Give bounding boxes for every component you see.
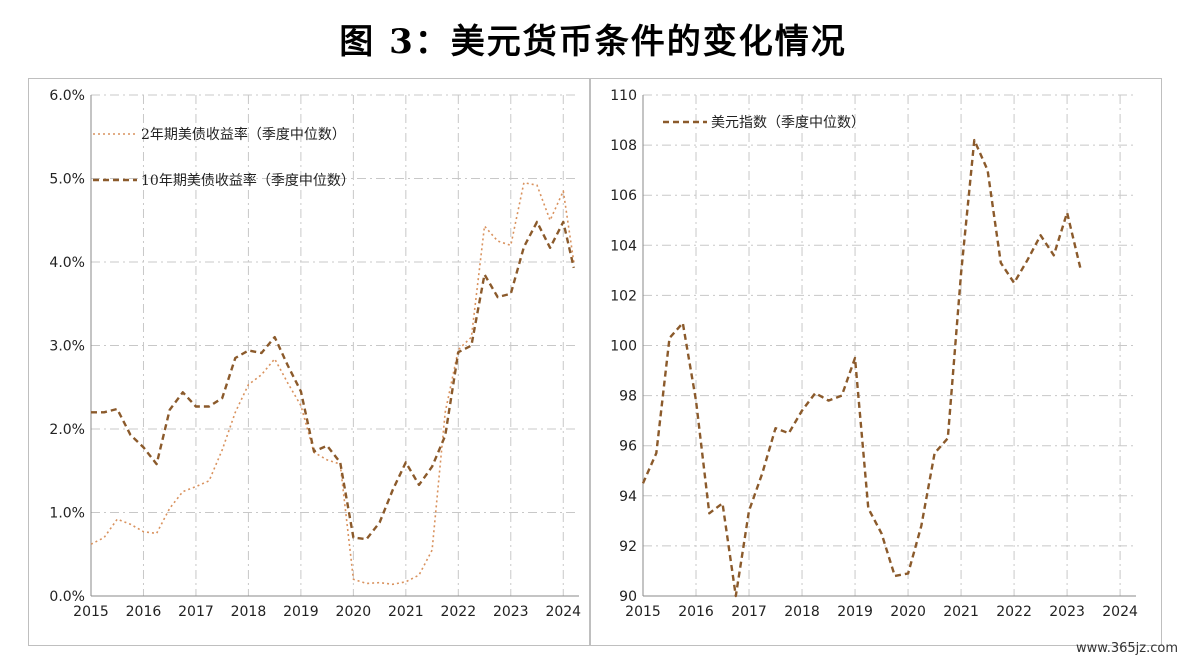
x-tick-label: 2016 xyxy=(678,604,714,620)
x-tick-label: 2024 xyxy=(1102,604,1138,620)
x-tick-label: 2019 xyxy=(283,604,319,620)
x-tick-label: 2018 xyxy=(784,604,820,620)
legend-label: 2年期美债收益率（季度中位数） xyxy=(141,126,346,143)
right-chart-panel: 90 92 94 96 98 100 102 104 106 108 110 2015 2016 2017… xyxy=(590,78,1162,646)
y-tick-label: 6.0% xyxy=(49,88,85,104)
x-tick-label: 2018 xyxy=(231,604,267,620)
y-tick-label: 106 xyxy=(610,188,637,204)
x-tick-label: 2021 xyxy=(943,604,979,620)
y-tick-label: 104 xyxy=(610,238,637,254)
y-tick-label: 100 xyxy=(610,339,637,355)
x-tick-label: 2020 xyxy=(890,604,926,620)
legend-label: 10年期美债收益率（季度中位数） xyxy=(141,172,355,189)
left-chart-panel: 0.0% 1.0% 2.0% 3.0% 4.0% 5.0% 6.0% 2015 2016 2017… xyxy=(28,78,590,646)
x-tick-label: 2023 xyxy=(493,604,529,620)
watermark: www.365jz.com xyxy=(1076,641,1178,656)
dollar-index-chart: 90 92 94 96 98 100 102 104 106 108 110 2015 2016 2017… xyxy=(610,88,1138,620)
y-tick-label: 5.0% xyxy=(49,172,85,188)
y-tick-label: 90 xyxy=(619,589,637,605)
legend-label: 美元指数（季度中位数） xyxy=(711,115,865,131)
y-tick-label: 0.0% xyxy=(49,589,85,605)
y-tick-label: 4.0% xyxy=(49,255,85,271)
series-line-0 xyxy=(90,181,575,586)
x-tick-label: 2015 xyxy=(73,604,109,620)
y-tick-label: 1.0% xyxy=(49,506,85,522)
x-tick-label: 2016 xyxy=(126,604,162,620)
page-title: 图 3：美元货币条件的变化情况 xyxy=(339,22,847,62)
x-tick-label: 2019 xyxy=(837,604,873,620)
y-tick-label: 110 xyxy=(610,88,637,104)
series-line-0 xyxy=(641,138,1082,598)
y-tick-label: 92 xyxy=(619,539,637,555)
y-tick-label: 96 xyxy=(619,439,637,455)
x-tick-label: 2021 xyxy=(388,604,424,620)
x-tick-label: 2023 xyxy=(1049,604,1085,620)
y-tick-label: 102 xyxy=(610,288,637,304)
x-tick-label: 2022 xyxy=(440,604,476,620)
y-tick-label: 108 xyxy=(610,138,637,154)
y-tick-label: 2.0% xyxy=(49,422,85,438)
x-tick-label: 2015 xyxy=(625,604,661,620)
y-tick-label: 3.0% xyxy=(49,339,85,355)
y-tick-label: 98 xyxy=(619,389,637,405)
treasury-yield-chart: 0.0% 1.0% 2.0% 3.0% 4.0% 5.0% 6.0% 2015 2016 2017… xyxy=(49,88,581,620)
y-tick-label: 94 xyxy=(619,489,637,505)
x-tick-label: 2024 xyxy=(545,604,581,620)
series-line-1 xyxy=(91,220,575,541)
x-tick-label: 2022 xyxy=(996,604,1032,620)
x-tick-label: 2020 xyxy=(336,604,372,620)
x-tick-label: 2017 xyxy=(178,604,214,620)
x-tick-label: 2017 xyxy=(731,604,767,620)
